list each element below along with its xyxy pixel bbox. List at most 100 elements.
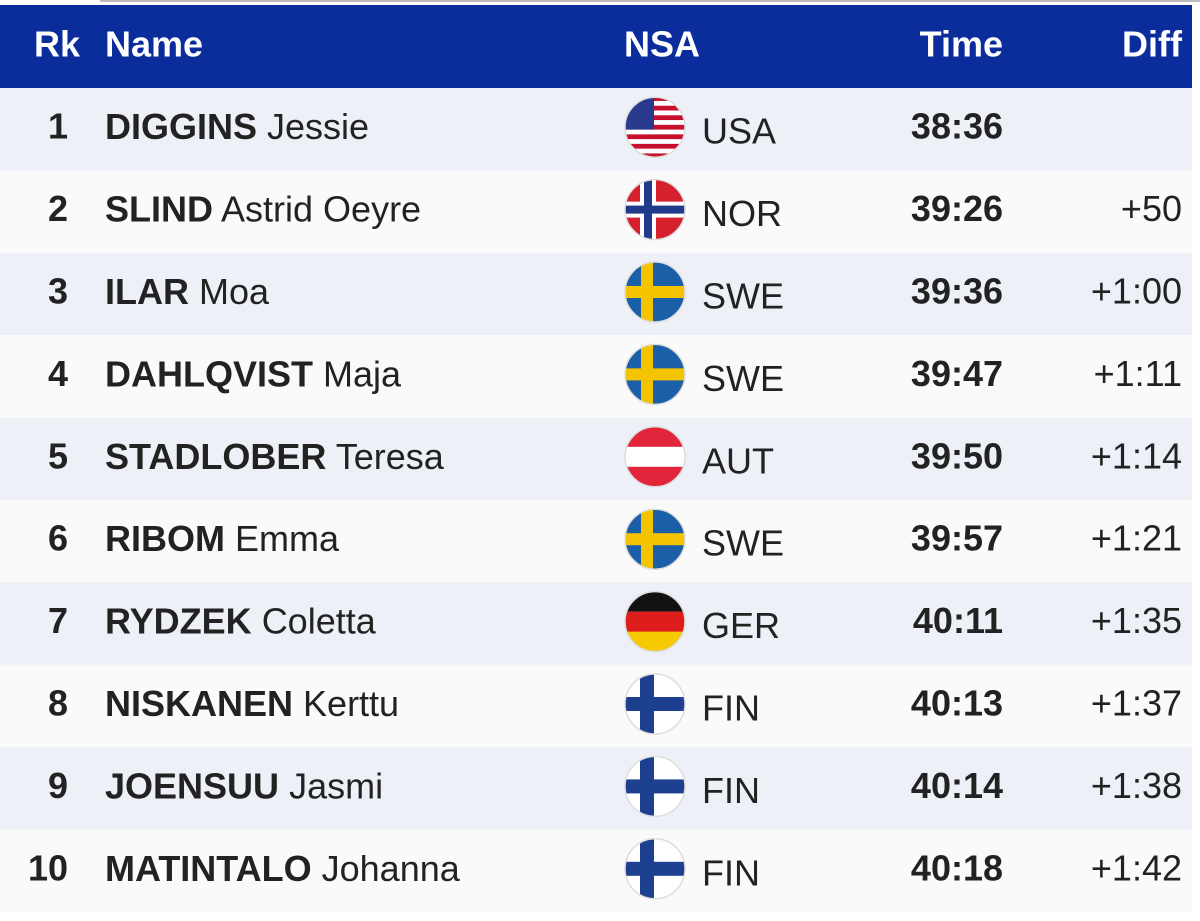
- time: 39:50: [911, 435, 1003, 476]
- nsa-code: AUT: [702, 440, 774, 481]
- stripe: [625, 97, 685, 102]
- given-name: Teresa: [336, 435, 445, 476]
- band: [625, 611, 685, 633]
- athlete-name[interactable]: RYDZEK Coletta: [105, 600, 377, 641]
- nsa-code: FIN: [702, 688, 760, 729]
- athlete-name[interactable]: NISKANEN Kerttu: [105, 683, 399, 724]
- given-name: Jasmi: [289, 765, 383, 806]
- cross: [625, 779, 685, 794]
- row-bg: [0, 582, 1192, 665]
- rank: 4: [48, 353, 68, 394]
- nsa-code: GER: [702, 605, 780, 646]
- header-name[interactable]: Name: [105, 24, 203, 65]
- header-bar: [0, 5, 1192, 88]
- row-bg: [0, 417, 1192, 500]
- nsa-code: NOR: [702, 193, 782, 234]
- header-rank[interactable]: Rk: [34, 24, 81, 65]
- time: 39:36: [911, 271, 1003, 312]
- stripe: [625, 110, 685, 116]
- given-name: Moa: [199, 271, 270, 312]
- athlete-name[interactable]: DIGGINS Jessie: [105, 106, 369, 147]
- flag-ring: [624, 261, 686, 323]
- flag-ring: [624, 96, 686, 158]
- time: 40:18: [911, 847, 1003, 888]
- stripe: [625, 100, 685, 107]
- stripe: [625, 148, 685, 154]
- time: 40:14: [911, 765, 1003, 806]
- stripe: [625, 124, 685, 131]
- cross: [625, 286, 685, 298]
- rank: 8: [48, 683, 68, 724]
- nsa-code: USA: [702, 111, 776, 152]
- athlete-name[interactable]: STADLOBER Teresa: [105, 435, 445, 476]
- header-time[interactable]: Time: [920, 24, 1003, 65]
- diff: +1:21: [1091, 518, 1182, 559]
- athlete-name[interactable]: SLIND Astrid Oeyre: [105, 188, 421, 229]
- row-bg: [0, 252, 1192, 336]
- row-bg: [0, 335, 1192, 418]
- rank: 3: [48, 271, 68, 312]
- flag-ring: [624, 426, 686, 488]
- header-nsa[interactable]: NSA: [624, 24, 700, 65]
- surname: JOENSUU: [105, 765, 279, 806]
- flag: [625, 674, 685, 734]
- surname: RIBOM: [105, 518, 225, 559]
- cross: [625, 697, 685, 711]
- athlete-name[interactable]: MATINTALO Johanna: [105, 847, 461, 888]
- time: 39:26: [911, 188, 1003, 229]
- cross: [625, 368, 685, 381]
- stripe: [625, 115, 685, 121]
- athlete-name[interactable]: DAHLQVIST Maja: [105, 353, 402, 394]
- time: 40:13: [911, 683, 1003, 724]
- flag-ring: [624, 838, 686, 900]
- flag: [625, 838, 685, 899]
- flag-ring: [624, 343, 686, 406]
- rank: 1: [48, 106, 68, 147]
- nsa-code: FIN: [702, 770, 760, 811]
- stripe: [625, 143, 685, 150]
- stripe: [625, 129, 685, 135]
- flag: [625, 509, 685, 570]
- rank: 6: [48, 518, 68, 559]
- given-name: Johanna: [322, 847, 461, 888]
- row-bg: [0, 747, 1192, 830]
- band: [625, 591, 685, 612]
- band: [625, 446, 685, 467]
- diff: +1:35: [1091, 600, 1182, 641]
- flag-ring: [624, 508, 686, 570]
- flag: [625, 262, 685, 322]
- header-diff[interactable]: Diff: [1122, 24, 1183, 65]
- diff: +1:38: [1091, 765, 1182, 806]
- flag-ring: [624, 178, 686, 241]
- rank: 9: [48, 765, 68, 806]
- row-bg: [0, 664, 1192, 748]
- flag-ring: [624, 673, 686, 735]
- time: 40:11: [913, 600, 1003, 641]
- diff: +1:14: [1091, 435, 1182, 476]
- time: 39:47: [911, 353, 1003, 394]
- time: 39:57: [911, 518, 1003, 559]
- nsa-code: SWE: [702, 523, 784, 564]
- rank: 2: [48, 188, 68, 229]
- stripe: [625, 120, 685, 126]
- stripe: [625, 153, 685, 158]
- time: 38:36: [911, 106, 1003, 147]
- rank: 10: [28, 847, 68, 888]
- nsa-code: SWE: [702, 276, 784, 317]
- flag: [625, 344, 685, 405]
- diff: +1:37: [1091, 683, 1182, 724]
- flag: [625, 97, 685, 158]
- athlete-name[interactable]: ILAR Moa: [105, 271, 270, 312]
- flag: [625, 756, 685, 817]
- surname: DIGGINS: [105, 106, 257, 147]
- given-name: Jessie: [267, 106, 369, 147]
- athlete-name[interactable]: JOENSUU Jasmi: [105, 765, 383, 806]
- athlete-name[interactable]: RIBOM Emma: [105, 518, 340, 559]
- stripe: [625, 134, 685, 140]
- given-name: Emma: [235, 518, 340, 559]
- nsa-code: FIN: [702, 852, 760, 893]
- row-bg: [0, 88, 1192, 171]
- diff: +1:42: [1091, 847, 1182, 888]
- stripe: [625, 139, 685, 145]
- surname: RYDZEK: [105, 600, 252, 641]
